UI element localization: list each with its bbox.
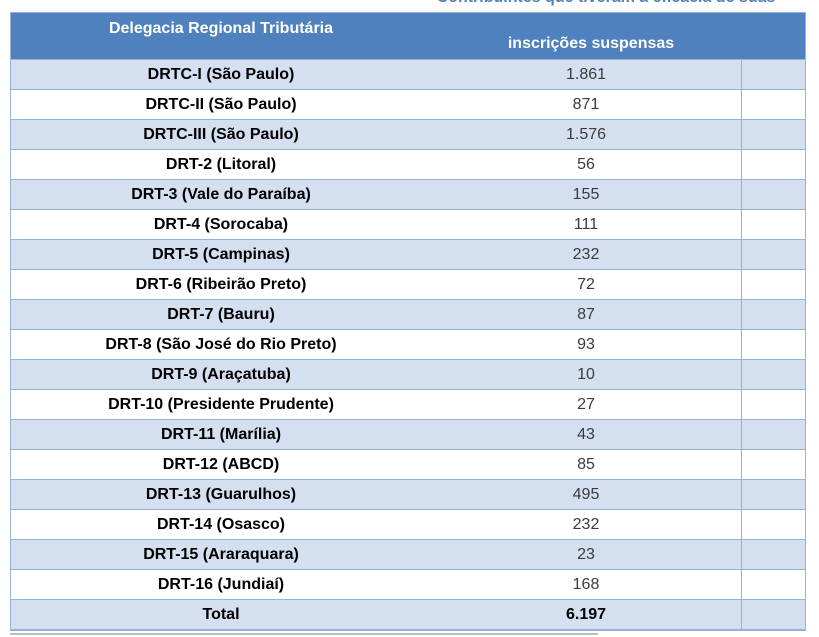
- table-row: DRT-9 (Araçatuba) 10: [11, 359, 805, 389]
- suspended-count-cell: 1.576: [431, 120, 742, 149]
- table-row: DRT-12 (ABCD) 85: [11, 449, 805, 479]
- suspended-count-cell: 23: [431, 540, 742, 569]
- delegacia-name-cell: DRT-10 (Presidente Prudente): [108, 395, 334, 413]
- delegacia-name-cell: DRTC-I (São Paulo): [147, 65, 295, 83]
- delegacia-name-cell: DRT-4 (Sorocaba): [153, 215, 289, 233]
- empty-cell: [742, 330, 804, 359]
- delegacia-name-cell: DRT-13 (Guarulhos): [145, 485, 297, 503]
- empty-cell: [742, 300, 804, 329]
- delegacia-name-cell: Total: [202, 605, 240, 623]
- table-header-row: Delegacia Regional Tributária inscrições…: [11, 13, 805, 59]
- table-row: DRTC-I (São Paulo) 1.861: [11, 59, 805, 89]
- empty-cell: [742, 240, 804, 269]
- suspended-count-cell: 495: [431, 480, 742, 509]
- header-delegacia: Delegacia Regional Tributária: [108, 20, 334, 37]
- delegacia-name-cell: DRT-8 (São José do Rio Preto): [105, 335, 337, 353]
- empty-cell: [742, 480, 804, 509]
- empty-cell: [742, 60, 804, 89]
- table-row: DRT-16 (Jundiaí) 168: [11, 569, 805, 599]
- empty-cell: [742, 120, 804, 149]
- table-row: DRT-8 (São José do Rio Preto) 93: [11, 329, 805, 359]
- suspended-count-cell: 10: [431, 360, 742, 389]
- delegacia-name-cell: DRTC-II (São Paulo): [145, 95, 297, 113]
- empty-cell: [742, 540, 804, 569]
- empty-cell: [742, 360, 804, 389]
- delegacia-table: Delegacia Regional Tributária inscrições…: [10, 12, 806, 631]
- empty-cell: [742, 420, 804, 449]
- delegacia-name-cell: DRT-7 (Bauru): [167, 305, 275, 323]
- table-row: DRTC-II (São Paulo) 871: [11, 89, 805, 119]
- suspended-count-cell: 27: [431, 390, 742, 419]
- delegacia-name-cell: DRT-11 (Marília): [160, 425, 282, 443]
- table-row: DRT-4 (Sorocaba) 111: [11, 209, 805, 239]
- delegacia-name-cell: DRT-9 (Araçatuba): [151, 365, 291, 383]
- column2-header-clipped-line: Contribuintes que tiveram a eficácia de …: [428, 0, 784, 7]
- header-inscricoes-suspensas: inscrições suspensas: [507, 35, 675, 52]
- suspended-count-cell: 6.197: [431, 600, 742, 629]
- table-row: DRT-15 (Araraquara) 23: [11, 539, 805, 569]
- table-row: DRT-13 (Guarulhos) 495: [11, 479, 805, 509]
- table-row: DRT-5 (Campinas) 232: [11, 239, 805, 269]
- empty-cell: [742, 270, 804, 299]
- empty-cell: [742, 150, 804, 179]
- delegacia-name-cell: DRT-16 (Jundiaí): [157, 575, 285, 593]
- empty-cell: [742, 450, 804, 479]
- suspended-count-cell: 43: [431, 420, 742, 449]
- suspended-count-cell: 93: [431, 330, 742, 359]
- table-row: DRT-10 (Presidente Prudente) 27: [11, 389, 805, 419]
- delegacia-name-cell: DRT-2 (Litoral): [165, 155, 277, 173]
- delegacia-name-cell: DRT-6 (Ribeirão Preto): [135, 275, 307, 293]
- table-row: DRT-6 (Ribeirão Preto) 72: [11, 269, 805, 299]
- suspended-count-cell: 72: [431, 270, 742, 299]
- suspended-count-cell: 232: [431, 240, 742, 269]
- delegacia-name-cell: DRT-14 (Osasco): [156, 515, 286, 533]
- suspended-count-cell: 168: [431, 570, 742, 599]
- suspended-count-cell: 232: [431, 510, 742, 539]
- suspended-count-cell: 85: [431, 450, 742, 479]
- empty-cell: [742, 180, 804, 209]
- suspended-count-cell: 871: [431, 90, 742, 119]
- suspended-count-cell: 111: [431, 210, 742, 239]
- suspended-count-cell: 155: [431, 180, 742, 209]
- empty-cell: [742, 90, 804, 119]
- suspended-count-cell: 87: [431, 300, 742, 329]
- delegacia-name-cell: DRT-15 (Araraquara): [143, 545, 299, 563]
- empty-cell: [742, 390, 804, 419]
- table-row: DRT-14 (Osasco) 232: [11, 509, 805, 539]
- table-row: DRT-11 (Marília) 43: [11, 419, 805, 449]
- table-row: DRT-3 (Vale do Paraíba) 155: [11, 179, 805, 209]
- table-total-row: Total 6.197: [11, 599, 805, 629]
- delegacia-name-cell: DRT-3 (Vale do Paraíba): [131, 185, 311, 203]
- empty-cell: [742, 210, 804, 239]
- delegacia-name-cell: DRTC-III (São Paulo): [143, 125, 299, 143]
- table-row: DRT-2 (Litoral) 56: [11, 149, 805, 179]
- table-body: DRTC-I (São Paulo) 1.861 DRTC-II (São Pa…: [11, 59, 805, 629]
- delegacia-name-cell: DRT-12 (ABCD): [162, 455, 280, 473]
- delegacia-name-cell: DRT-5 (Campinas): [152, 245, 290, 263]
- empty-cell: [742, 510, 804, 539]
- suspended-count-cell: 1.861: [431, 60, 742, 89]
- empty-cell: [742, 600, 804, 629]
- empty-cell: [742, 570, 804, 599]
- bottom-horizontal-rule: [10, 633, 598, 635]
- table-row: DRTC-III (São Paulo) 1.576: [11, 119, 805, 149]
- suspended-count-cell: 56: [431, 150, 742, 179]
- table-row: DRT-7 (Bauru) 87: [11, 299, 805, 329]
